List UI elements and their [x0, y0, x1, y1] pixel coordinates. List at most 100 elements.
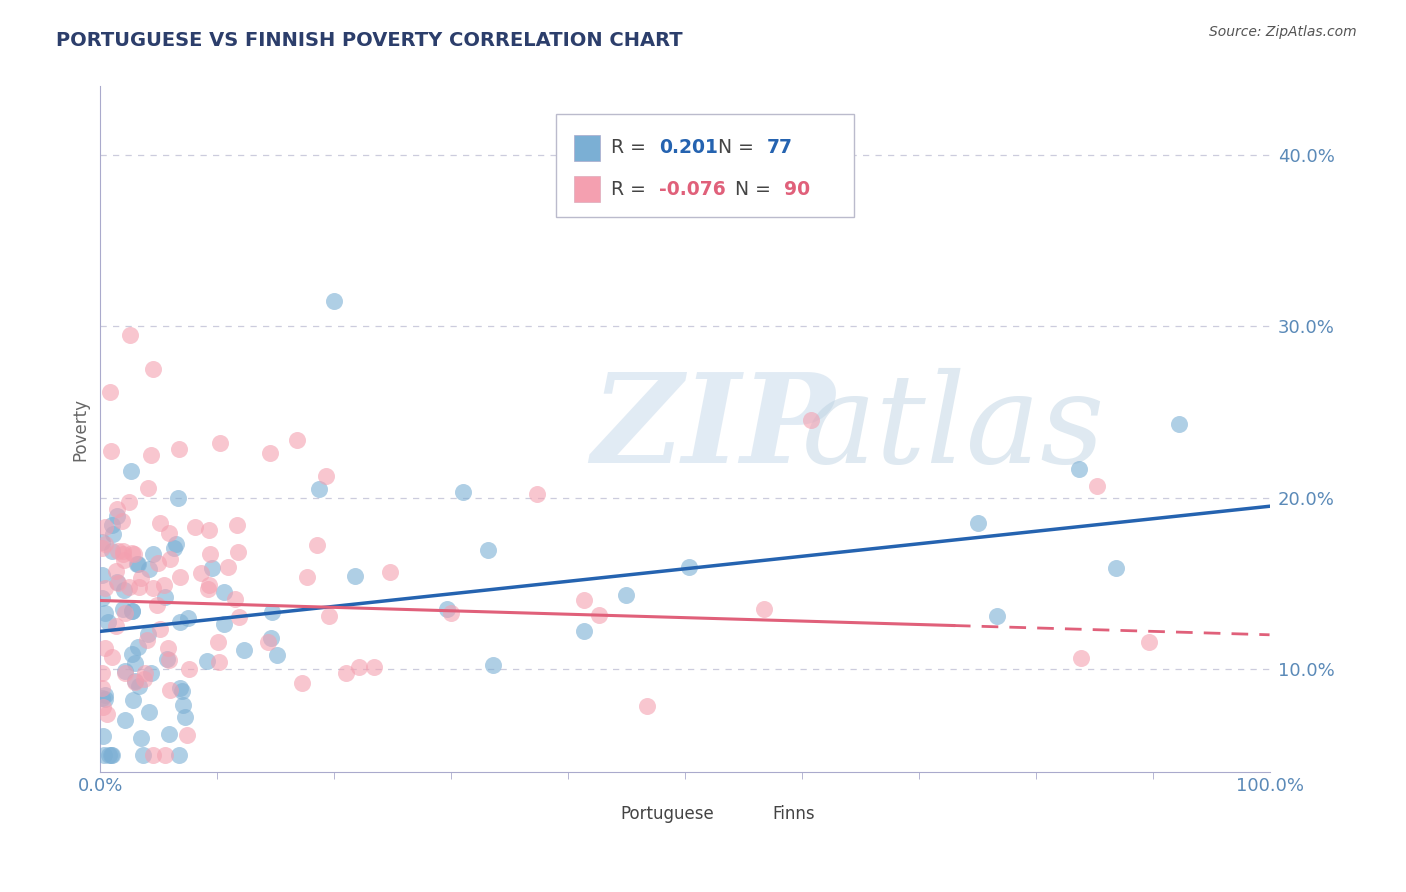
Point [344, 569, 367, 583]
Point [124, 673, 146, 688]
Point [132, 747, 155, 762]
Point [127, 558, 149, 572]
Point [256, 635, 278, 649]
Point [308, 482, 330, 496]
Point [588, 608, 610, 623]
FancyBboxPatch shape [585, 804, 612, 825]
Point [94, 520, 117, 534]
Point [107, 576, 129, 591]
Point [226, 545, 249, 559]
Point [347, 659, 370, 673]
Point [183, 519, 205, 533]
Point [1139, 634, 1161, 648]
Point [127, 640, 149, 654]
FancyBboxPatch shape [574, 135, 599, 161]
Point [176, 728, 198, 742]
Point [170, 684, 193, 698]
Point [94, 606, 117, 620]
Point [207, 635, 229, 649]
Point [1069, 461, 1091, 475]
Text: 77: 77 [766, 138, 793, 157]
Point [121, 647, 143, 661]
Point [112, 553, 135, 567]
Point [105, 564, 128, 578]
Point [1070, 651, 1092, 665]
Point [111, 548, 134, 562]
Point [224, 591, 246, 606]
Point [295, 570, 318, 584]
Point [100, 385, 122, 400]
Text: 0.201: 0.201 [659, 138, 718, 157]
Point [167, 747, 190, 762]
Point [101, 526, 124, 541]
Point [124, 675, 146, 690]
Point [101, 747, 124, 762]
Point [482, 658, 505, 673]
Point [94, 688, 117, 702]
Point [217, 559, 239, 574]
Point [157, 640, 180, 655]
Point [134, 666, 156, 681]
Point [141, 448, 163, 462]
Point [233, 642, 256, 657]
Text: 90: 90 [785, 179, 810, 199]
Point [614, 587, 637, 601]
Point [146, 557, 169, 571]
FancyBboxPatch shape [574, 176, 599, 202]
Point [101, 518, 124, 533]
Point [112, 544, 135, 558]
Point [138, 562, 160, 576]
Point [451, 485, 474, 500]
Point [145, 598, 167, 612]
Point [285, 433, 308, 447]
Text: PORTUGUESE VS FINNISH POVERTY CORRELATION CHART: PORTUGUESE VS FINNISH POVERTY CORRELATIO… [56, 31, 683, 50]
Text: N =: N = [735, 179, 778, 199]
Point [149, 516, 172, 530]
Point [120, 464, 142, 478]
Point [138, 706, 160, 720]
Point [149, 622, 172, 636]
Point [105, 509, 128, 524]
Point [90, 681, 112, 695]
Point [100, 544, 122, 558]
Point [803, 191, 825, 205]
Point [335, 666, 357, 681]
Point [100, 444, 122, 458]
Point [477, 543, 499, 558]
Point [291, 676, 314, 690]
Point [572, 592, 595, 607]
Point [173, 710, 195, 724]
Point [197, 582, 219, 596]
Point [201, 560, 224, 574]
Point [198, 523, 221, 537]
Point [986, 609, 1008, 624]
Point [114, 607, 136, 621]
FancyBboxPatch shape [738, 804, 763, 825]
Point [380, 565, 402, 579]
Text: Source: ZipAtlas.com: Source: ZipAtlas.com [1209, 25, 1357, 39]
Point [142, 362, 165, 376]
Point [129, 731, 152, 746]
Point [198, 578, 221, 592]
Point [1085, 479, 1108, 493]
Y-axis label: Poverty: Poverty [72, 398, 89, 460]
Point [90, 535, 112, 549]
Point [800, 413, 823, 427]
Point [156, 652, 179, 666]
Point [112, 582, 135, 597]
Point [172, 698, 194, 712]
Point [97, 747, 120, 762]
Point [114, 714, 136, 728]
Point [212, 584, 235, 599]
Text: Portuguese: Portuguese [620, 805, 714, 823]
Point [152, 578, 174, 592]
Point [228, 610, 250, 624]
Point [1105, 560, 1128, 574]
Point [165, 537, 187, 551]
Point [678, 560, 700, 574]
Point [94, 536, 117, 550]
Point [97, 615, 120, 630]
Point [197, 654, 219, 668]
Point [121, 546, 143, 560]
Point [141, 547, 163, 561]
